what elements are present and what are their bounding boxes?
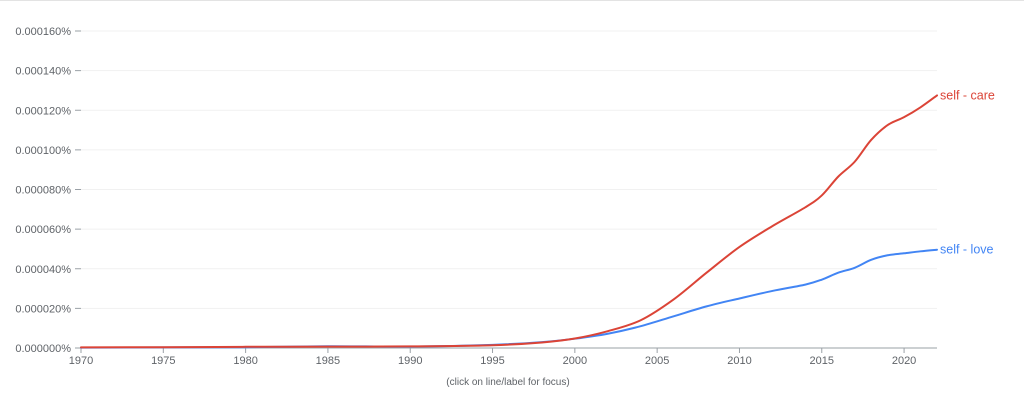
grid-lines — [81, 30, 937, 309]
series-label-self-love[interactable]: self - love — [940, 243, 994, 257]
series-line-self-love[interactable] — [80, 248, 938, 349]
x-tick-label: 2005 — [645, 355, 669, 367]
x-tick-label: 1990 — [398, 355, 422, 367]
y-axis: 0.000000% 0.000020% 0.000040% 0.000060% 0.00… — [15, 26, 81, 355]
x-axis: 1970 1975 1980 1985 1990 1995 2000 2005 2010 2015… — [69, 347, 937, 367]
y-tick-label: 0.000000% — [15, 343, 71, 355]
series-lines — [80, 94, 938, 349]
y-tick-label: 0.000140% — [15, 66, 71, 78]
y-tick-label: 0.000040% — [15, 264, 71, 276]
x-tick-label: 1995 — [480, 355, 504, 367]
x-tick-label: 1985 — [316, 355, 340, 367]
y-tick-label: 0.000080% — [15, 185, 71, 197]
top-divider — [0, 0, 1024, 1]
x-tick-label: 1980 — [233, 355, 257, 367]
series-line-self-care[interactable] — [80, 94, 938, 349]
series-label-self-care[interactable]: self - care — [940, 88, 995, 102]
x-tick-label: 2015 — [810, 355, 834, 367]
x-tick-label: 2010 — [727, 355, 751, 367]
series-labels: self - care self - love — [940, 88, 995, 256]
x-tick-label: 1970 — [69, 355, 93, 367]
y-tick-label: 0.000160% — [15, 26, 71, 38]
focus-hint-footnote: (click on line/label for focus) — [446, 377, 569, 388]
y-tick-label: 0.000120% — [15, 105, 71, 117]
x-tick-label: 2000 — [563, 355, 587, 367]
y-tick-label: 0.000100% — [15, 145, 71, 157]
x-tick-label: 1975 — [151, 355, 175, 367]
y-tick-label: 0.000060% — [15, 224, 71, 236]
x-tick-label: 2020 — [892, 355, 916, 367]
y-tick-label: 0.000020% — [15, 303, 71, 315]
